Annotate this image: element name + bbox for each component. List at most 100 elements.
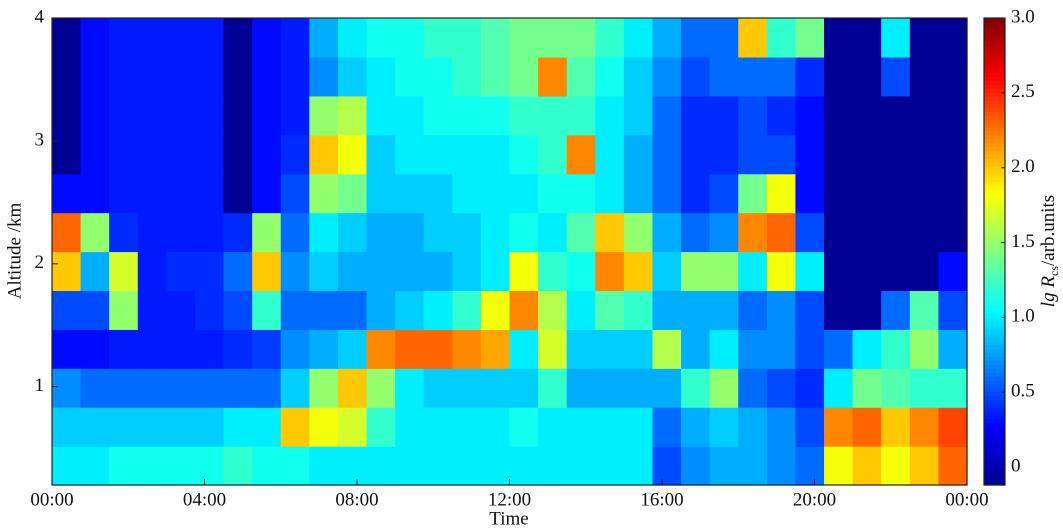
heat-cell xyxy=(509,251,539,292)
x-tick-label: 08:00 xyxy=(335,489,378,510)
colorbar-swatch xyxy=(984,208,1005,214)
heat-cell xyxy=(538,251,568,292)
heat-cell xyxy=(652,251,682,292)
heat-cell xyxy=(881,329,911,369)
heat-cell xyxy=(595,212,625,253)
heat-cell xyxy=(738,290,768,330)
heat-cell xyxy=(109,407,139,447)
heat-cell xyxy=(566,95,596,136)
heat-cell xyxy=(852,134,882,175)
heat-cell xyxy=(166,173,196,214)
colorbar-swatch xyxy=(984,434,1005,439)
heat-cell xyxy=(166,251,196,292)
heat-cell xyxy=(423,368,453,408)
heat-cell xyxy=(52,173,82,214)
heat-cell xyxy=(938,329,968,369)
heat-cell xyxy=(738,18,768,58)
colorbar-swatch xyxy=(984,317,1005,323)
heat-cell xyxy=(824,251,854,292)
heat-cell xyxy=(452,329,482,369)
heat-cell xyxy=(852,173,882,214)
heat-cell xyxy=(137,368,167,408)
heat-cell xyxy=(509,290,539,330)
heat-cell xyxy=(166,56,196,97)
heat-cell xyxy=(452,290,482,330)
heat-cell xyxy=(566,212,596,253)
heat-cell xyxy=(509,407,539,447)
heat-cell xyxy=(795,173,825,214)
heat-cell xyxy=(881,212,911,253)
colorbar-swatch xyxy=(984,341,1005,346)
heat-cell xyxy=(252,134,282,175)
heat-cell xyxy=(766,212,797,253)
heat-cell xyxy=(509,134,539,175)
heat-cell xyxy=(109,95,139,136)
heat-cell xyxy=(852,329,882,369)
heat-cell xyxy=(337,56,368,97)
heat-cell xyxy=(795,329,825,369)
heat-cell xyxy=(109,134,139,175)
heat-cell xyxy=(938,56,968,97)
heat-cell xyxy=(538,18,568,58)
colorbar-swatch xyxy=(984,88,1005,93)
heat-cell xyxy=(337,368,368,408)
heat-cell xyxy=(709,251,739,292)
heat-cell xyxy=(538,368,568,408)
heat-cell xyxy=(538,446,568,486)
heat-cell xyxy=(194,134,225,175)
heat-cell xyxy=(623,18,654,58)
heat-cell xyxy=(280,251,310,292)
heat-cell xyxy=(309,251,339,292)
heat-cell xyxy=(395,18,425,58)
heat-cell xyxy=(795,407,825,447)
heat-cell xyxy=(881,407,911,447)
heat-cell xyxy=(595,18,625,58)
heat-cell xyxy=(852,251,882,292)
heat-cell xyxy=(480,290,511,330)
colorbar-swatch xyxy=(984,286,1005,292)
colorbar-swatch xyxy=(984,457,1005,463)
colorbar-title-rest: /arb.units xyxy=(1038,195,1059,266)
heat-cell xyxy=(109,173,139,214)
heat-cell xyxy=(681,18,711,58)
heat-cell xyxy=(223,173,253,214)
heat-cell xyxy=(795,368,825,408)
heat-cell xyxy=(80,18,110,58)
heat-cell xyxy=(709,446,739,486)
heat-cell xyxy=(80,368,110,408)
colorbar-swatch xyxy=(984,325,1005,330)
heat-cell xyxy=(652,290,682,330)
heat-cell xyxy=(795,56,825,97)
heat-cell xyxy=(52,368,82,408)
heat-cell xyxy=(309,446,339,486)
colorbar-swatch xyxy=(984,173,1005,179)
colorbar-swatch xyxy=(984,53,1005,58)
heat-cell xyxy=(194,368,225,408)
heat-cell xyxy=(881,134,911,175)
colorbar-swatch xyxy=(984,138,1005,144)
heat-cell xyxy=(795,134,825,175)
heat-cell xyxy=(252,329,282,369)
heat-cell xyxy=(480,446,511,486)
heat-cell xyxy=(480,368,511,408)
colorbar-swatch xyxy=(984,282,1005,288)
heat-cell xyxy=(194,56,225,97)
heat-cell xyxy=(652,368,682,408)
heat-cell xyxy=(137,18,167,58)
heat-cell xyxy=(452,212,482,253)
heat-cell xyxy=(738,173,768,214)
heat-cell xyxy=(252,368,282,408)
heat-cell xyxy=(652,18,682,58)
colorbar-swatch xyxy=(984,379,1005,385)
heat-cell xyxy=(566,446,596,486)
heat-cell xyxy=(938,173,968,214)
heat-cell xyxy=(194,212,225,253)
colorbar-swatch xyxy=(984,321,1005,327)
colorbar-swatch xyxy=(984,368,1005,373)
heat-cell xyxy=(938,134,968,175)
colorbar-swatch xyxy=(984,418,1005,424)
heat-cell xyxy=(795,446,825,486)
heat-cell xyxy=(938,18,968,58)
heat-cell xyxy=(252,446,282,486)
heat-cell xyxy=(824,95,854,136)
